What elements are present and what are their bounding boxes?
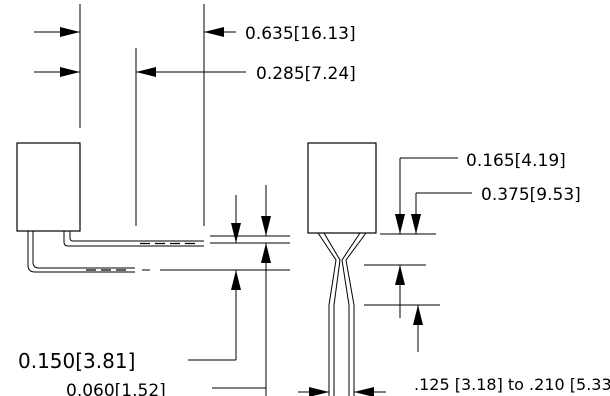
lead-bend-2-arrows <box>411 192 472 234</box>
side-view-body <box>16 142 81 232</box>
body-offset-arrows <box>34 67 246 77</box>
dim-label-lead-spread: .125 [3.18] to .210 [5.33] <box>414 375 610 394</box>
side-view-lead-upper <box>63 231 204 247</box>
side-view-lead-lower <box>27 231 135 273</box>
dim-label-overall-width: 0.635[16.13] <box>245 24 356 44</box>
dim-label-body-offset: 0.285[7.24] <box>256 64 356 84</box>
lead-spread-arrows <box>298 387 386 396</box>
dim-label-lead-bend-2: 0.375[9.53] <box>481 185 581 205</box>
front-view <box>298 142 472 396</box>
lead-standoff-arrows <box>188 270 266 389</box>
dim-label-lead-pitch: 0.060[1.52] <box>66 381 166 396</box>
dim-label-lead-bend-1: 0.165[4.19] <box>466 151 566 171</box>
front-view-leads <box>317 232 367 396</box>
lead-bend-1-arrows <box>395 157 458 234</box>
overall-width-arrows <box>34 27 236 37</box>
lead-pitch-arrows <box>231 185 271 396</box>
dim-label-lead-standoff: 0.150[3.81] <box>18 349 135 373</box>
side-view <box>16 4 290 396</box>
front-view-body <box>307 142 377 234</box>
bend-span-arrows <box>395 265 423 352</box>
